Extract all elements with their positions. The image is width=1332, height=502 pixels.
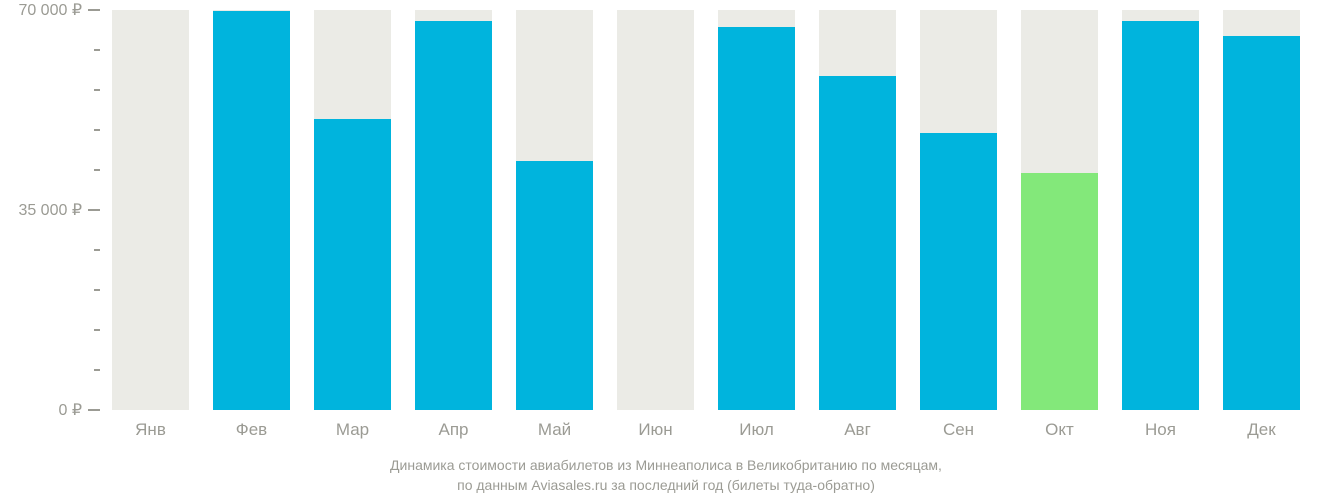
y-tick-mark [88,9,100,11]
bar [1223,36,1300,410]
bar-slot [213,10,290,410]
x-label: Янв [135,420,166,440]
price-chart: 0 ₽35 000 ₽70 000 ₽ ЯнвФевМарАпрМайИюнИю… [0,0,1332,502]
bar [1021,173,1098,410]
bar-slot [112,10,189,410]
bar-slot [314,10,391,410]
bar [314,119,391,410]
bar [1122,21,1199,410]
bar-slot [819,10,896,410]
x-label: Авг [844,420,871,440]
y-minor-tick [0,249,100,251]
bar-slot [415,10,492,410]
y-minor-tick [0,89,100,91]
y-tick-label: 70 000 ₽ [18,0,82,20]
y-minor-tick [0,289,100,291]
x-label: Апр [439,420,469,440]
y-tick: 70 000 ₽ [0,0,100,20]
y-tick: 0 ₽ [0,400,100,420]
bar-slot [516,10,593,410]
bar [920,133,997,410]
bar-slot [1223,10,1300,410]
bar-slot [1021,10,1098,410]
x-label: Сен [943,420,974,440]
x-label: Июн [638,420,672,440]
bar [415,21,492,410]
y-minor-tick [0,129,100,131]
x-label: Июл [739,420,774,440]
y-minor-tick [0,169,100,171]
bar-slot [1122,10,1199,410]
caption-line-1: Динамика стоимости авиабилетов из Миннеа… [0,455,1332,475]
x-axis-labels: Янв Фев Мар Апр Май Июн Июл Авг Сен Окт Ноя Дек [100,420,1312,450]
caption-line-2: по данным Aviasales.ru за последний год … [0,475,1332,495]
y-tick-mark [88,409,100,411]
bar [819,76,896,410]
x-label: Май [538,420,571,440]
plot-area [100,10,1312,410]
y-minor-tick [0,49,100,51]
x-label: Окт [1045,420,1074,440]
y-tick-label: 35 000 ₽ [18,200,82,220]
x-label: Мар [336,420,369,440]
y-minor-tick [0,369,100,371]
y-minor-tick [0,329,100,331]
y-tick-mark [88,209,100,211]
y-tick: 35 000 ₽ [0,200,100,220]
x-label: Фев [236,420,267,440]
bar [718,27,795,410]
chart-caption: Динамика стоимости авиабилетов из Миннеа… [0,455,1332,496]
bar [213,11,290,410]
bar-slot [718,10,795,410]
bar [516,161,593,410]
x-label: Дек [1247,420,1275,440]
bar-slot [920,10,997,410]
y-tick-label: 0 ₽ [58,400,82,420]
x-label: Ноя [1145,420,1176,440]
bar-slot [617,10,694,410]
y-axis: 0 ₽35 000 ₽70 000 ₽ [0,10,100,410]
